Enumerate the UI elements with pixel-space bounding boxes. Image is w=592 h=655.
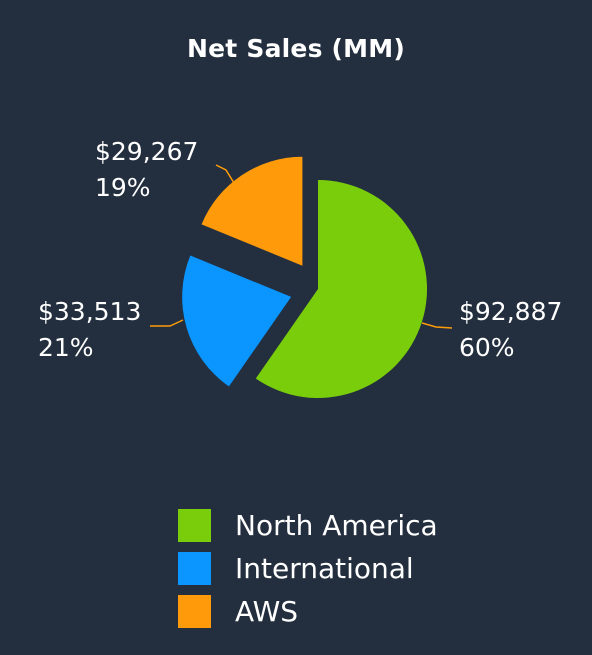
data-label-percent: 19% bbox=[95, 173, 151, 202]
pie-slice-aws bbox=[201, 156, 303, 266]
legend-label: International bbox=[235, 552, 414, 585]
legend-label: AWS bbox=[235, 595, 299, 628]
leader-line bbox=[215, 164, 235, 184]
data-label-value: $92,887 bbox=[459, 297, 562, 326]
legend-swatch bbox=[178, 595, 211, 628]
legend-label: North America bbox=[235, 509, 438, 542]
legend-item-north-america: North America bbox=[178, 504, 438, 547]
legend-swatch bbox=[178, 552, 211, 585]
pie-slice-international bbox=[182, 255, 292, 387]
leader-line bbox=[150, 319, 184, 327]
leader-line bbox=[421, 322, 453, 329]
data-label-value: $33,513 bbox=[38, 297, 141, 326]
legend: North America International AWS bbox=[178, 504, 438, 633]
legend-swatch bbox=[178, 509, 211, 542]
data-label-percent: 21% bbox=[38, 333, 94, 362]
pie-slice-north-america bbox=[255, 180, 428, 398]
legend-item-international: International bbox=[178, 547, 438, 590]
legend-item-aws: AWS bbox=[178, 590, 438, 633]
data-label-percent: 60% bbox=[459, 333, 515, 362]
data-label-value: $29,267 bbox=[95, 137, 198, 166]
chart-title: Net Sales (MM) bbox=[187, 34, 405, 63]
